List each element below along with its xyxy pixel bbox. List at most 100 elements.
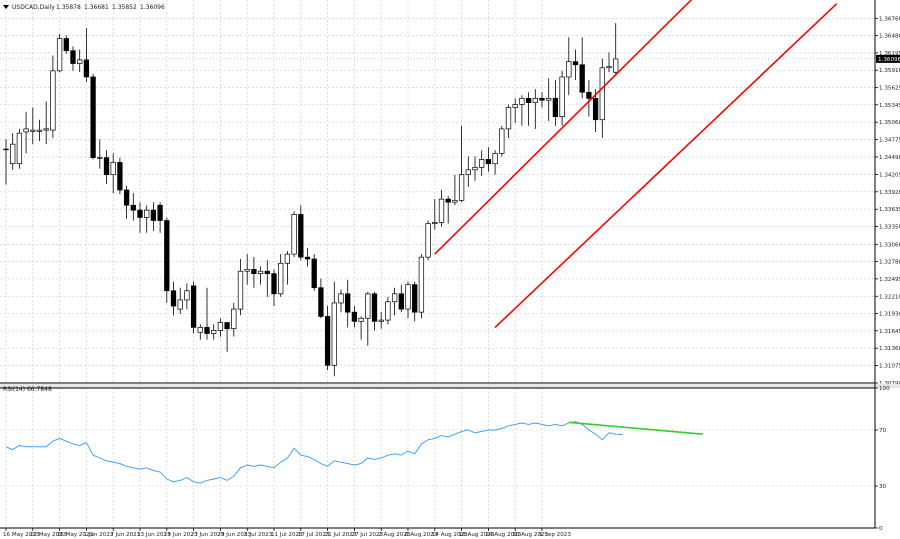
candle [311,254,317,291]
candle-body-up [184,290,190,301]
candle-body-up [505,107,512,130]
candle [552,80,559,126]
candle [16,128,23,169]
candle [519,95,525,126]
candle-body-down [398,293,404,310]
candle [130,193,136,221]
candle [197,324,203,340]
candle-body-down [351,311,358,322]
candle [123,185,130,219]
time-tick-label: 30 Aug 2023 [512,532,548,538]
ohlc-high: 1.36681 [84,4,109,11]
candle [606,52,612,73]
candle-body-up [16,132,23,165]
candle [157,202,163,233]
candle [566,37,572,96]
rsi-tick-label: 30 [879,484,887,490]
candle [592,89,599,132]
candle-body-down [83,59,90,78]
candle [10,133,16,170]
time-tick-label: 22 May 2023 [30,532,67,538]
time-tick-label: 17 Jul 2023 [298,532,330,538]
time-tick-label: 26 May 2023 [57,532,94,538]
candle [170,281,177,316]
candle-body-down [552,97,559,118]
time-tick-label: 2 Aug 2023 [378,532,411,538]
candle-body-down [130,204,136,211]
time-tick-label: 14 Aug 2023 [432,532,468,538]
candle-body-up [331,302,337,366]
candle-body-up [499,128,505,154]
candle [63,35,69,54]
symbol-dropdown-icon[interactable] [3,5,9,9]
candle-body-up [3,148,9,151]
candle-body-up [546,97,552,101]
candle-body-up [613,58,619,73]
candle-body-up [211,330,217,334]
candle [318,278,324,319]
candle-body-up [405,284,411,310]
candle-body-up [231,308,237,329]
candle [184,283,190,310]
candle [137,202,143,233]
candle [378,312,384,329]
candle [525,92,532,126]
channel-line-upper[interactable] [434,0,696,255]
price-tick-label: 1.33060 [879,242,900,248]
candle-body-up [418,256,425,313]
candles [3,23,619,377]
candle [539,92,545,108]
rsi-tick-label: 0 [879,526,883,532]
candle-body-down [123,189,130,206]
rsi-label: RSI(14) 66.7848 [3,386,52,393]
rsi-tick-label: 100 [879,386,890,392]
candle-body-up [425,223,431,258]
candle-body-up [43,128,49,131]
price-tick-label: 1.35910 [879,68,900,74]
candle-body-up [10,143,16,165]
candle [150,202,157,231]
candle-body-up [23,128,29,133]
candle-body-up [559,76,565,118]
candle-body-down [592,97,599,121]
candle [56,34,63,73]
candle-body-up [197,327,203,333]
candle [546,78,552,121]
price-tick-label: 1.34775 [879,138,900,144]
candle-body-up [56,38,63,72]
time-tick-label: 13 Jun 2023 [137,532,171,538]
candle [211,324,217,340]
channel-line-lower[interactable] [494,3,838,328]
candle [365,291,371,346]
ohlc-low: 1.35852 [112,4,137,11]
symbol-label: USDCAD,Daily [12,4,55,11]
rsi-line [5,421,623,484]
candle [452,174,458,206]
time-tick-label: 11 Jul 2023 [271,532,303,538]
time-tick-label: 29 Jun 2023 [217,532,251,538]
candle [572,49,579,81]
candle [164,217,170,303]
price-tick-label: 1.31645 [879,329,900,335]
candle-body-down [137,209,143,218]
current-price-box [876,54,900,63]
candle-body-down [103,157,110,176]
rsi-panel [0,421,875,487]
candle [190,281,197,334]
candle [217,318,224,337]
candle [398,284,404,313]
time-tick-label: 19 Jun 2023 [164,532,198,538]
candle-body-down [117,162,123,191]
rsi-divergence-line[interactable] [568,421,703,435]
candle-body-down [164,220,170,292]
candle-body-up [438,198,445,223]
candle [338,289,344,313]
price-tick-label: 1.36195 [879,51,900,57]
panel-separator [0,384,900,388]
candle-body-up [217,322,224,331]
candle-body-down [224,322,230,329]
candle [324,306,331,371]
candle-body-up [291,214,297,255]
candle [103,150,110,184]
